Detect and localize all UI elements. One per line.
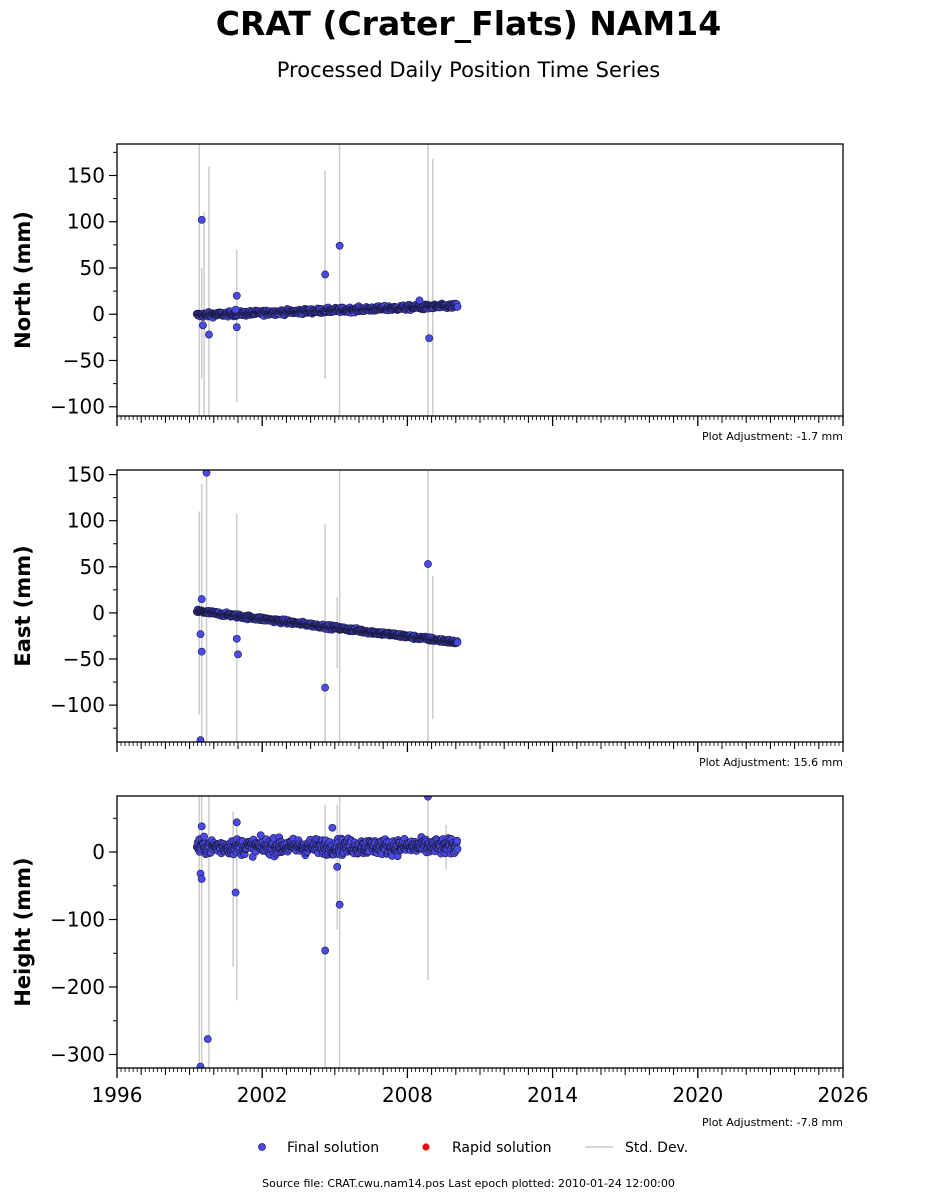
height-outlier-point-7 <box>321 946 330 955</box>
height-outlier-point-6 <box>232 818 241 827</box>
north-axes-frame <box>116 143 844 417</box>
xtick-label: 2014 <box>527 1083 578 1107</box>
height-outlier-point-4 <box>203 1035 212 1043</box>
north-ytick-label: 50 <box>80 256 105 280</box>
east-outlier-point-1 <box>197 595 206 603</box>
north-daily-point <box>453 302 462 311</box>
height-outlier-point-8 <box>328 823 337 832</box>
east-daily-point <box>453 638 462 647</box>
xtick-label: 2020 <box>672 1083 723 1107</box>
north-outlier-point-0 <box>197 215 206 224</box>
chart-subtitle: Processed Daily Position Time Series <box>276 58 661 82</box>
east-outlier-point-5 <box>232 634 241 643</box>
height-outlier-point-10 <box>335 900 344 909</box>
north-ytick-label: −100 <box>50 395 105 419</box>
height-outlier-point-3 <box>196 1062 205 1068</box>
source-file-note: Source file: CRAT.cwu.nam14.pos Last epo… <box>262 1177 675 1190</box>
legend-rapid-marker <box>422 1143 430 1151</box>
north-ytick-label: −50 <box>63 348 105 372</box>
east-ytick-label: 100 <box>67 509 105 533</box>
height-ytick-label: −100 <box>50 908 105 932</box>
height-plot-adjustment: Plot Adjustment: -7.8 mm <box>702 1116 843 1129</box>
north-outlier-point-1 <box>199 321 207 330</box>
north-outlier-point-5 <box>232 323 241 332</box>
east-ytick-label: 0 <box>92 601 105 625</box>
east-ytick-label: 150 <box>67 463 105 487</box>
east-ytick-label: 50 <box>80 555 105 579</box>
height-axes-frame <box>116 795 844 1069</box>
north-ytick-label: 150 <box>67 163 105 187</box>
chart-title: CRAT (Crater_Flats) NAM14 <box>215 4 722 43</box>
north-ytick-label: 100 <box>67 210 105 234</box>
xtick-label: 2026 <box>818 1083 869 1107</box>
height-ytick-label: −300 <box>50 1043 105 1067</box>
north-outlier-point-3 <box>231 305 240 314</box>
height-daily-point <box>200 832 208 841</box>
north-ytick-label: 0 <box>92 302 105 326</box>
height-axis-label: Height (mm) <box>11 857 35 1006</box>
panel-east: −100 −50 0 50 100 150 East (mm) Plot Adjustment… <box>11 463 844 769</box>
height-outlier-point-11 <box>424 796 432 801</box>
east-outlier-point-4 <box>196 736 205 742</box>
north-plot-area <box>192 144 462 416</box>
panel-height: −300 −200 −100 0 Height (mm) Plot Adjustment:… <box>11 795 844 1129</box>
east-axes-frame <box>116 469 844 743</box>
east-axis-label: East (mm) <box>11 545 35 666</box>
north-outlier-point-4 <box>232 291 241 300</box>
height-daily-point <box>453 836 461 845</box>
north-outlier-point-7 <box>335 241 344 250</box>
east-plot-area <box>192 470 462 742</box>
east-outlier-point-7 <box>321 683 330 692</box>
height-outlier-point-2 <box>197 822 206 831</box>
east-outlier-point-0 <box>202 470 211 477</box>
east-ytick-label: −100 <box>50 693 105 717</box>
north-outlier-point-8 <box>425 334 434 343</box>
east-outlier-point-6 <box>234 650 242 659</box>
east-plot-adjustment: Plot Adjustment: 15.6 mm <box>699 756 843 769</box>
xtick-label: 1996 <box>92 1083 143 1107</box>
height-ytick-label: 0 <box>92 840 105 864</box>
height-ytick-label: −200 <box>50 975 105 999</box>
east-outlier-point-8 <box>424 560 432 568</box>
north-outlier-point-6 <box>321 270 330 279</box>
xtick-label: 2002 <box>237 1083 288 1107</box>
legend-label-std: Std. Dev. <box>625 1140 688 1156</box>
height-outlier-point-1 <box>197 875 206 883</box>
legend-label-rapid: Rapid solution <box>452 1140 552 1156</box>
height-outlier-point-5 <box>231 888 240 897</box>
legend: Final solution Rapid solution Std. Dev. <box>258 1140 688 1156</box>
xtick-label: 2008 <box>382 1083 433 1107</box>
north-outlier-point-9 <box>415 296 424 305</box>
height-plot-area <box>192 796 462 1068</box>
legend-final-marker <box>258 1143 266 1151</box>
east-ytick-label: −50 <box>63 647 105 671</box>
height-daily-point <box>453 844 462 853</box>
east-outlier-point-2 <box>196 630 205 639</box>
east-outlier-point-3 <box>197 647 206 656</box>
north-plot-adjustment: Plot Adjustment: -1.7 mm <box>702 430 843 443</box>
height-outlier-point-9 <box>333 862 342 871</box>
north-axis-label: North (mm) <box>11 211 35 349</box>
panel-north: −100 −50 0 50 100 150 North (mm) Plot Adjustmen… <box>11 143 844 443</box>
north-outlier-point-2 <box>205 330 213 339</box>
legend-label-final: Final solution <box>287 1140 379 1156</box>
